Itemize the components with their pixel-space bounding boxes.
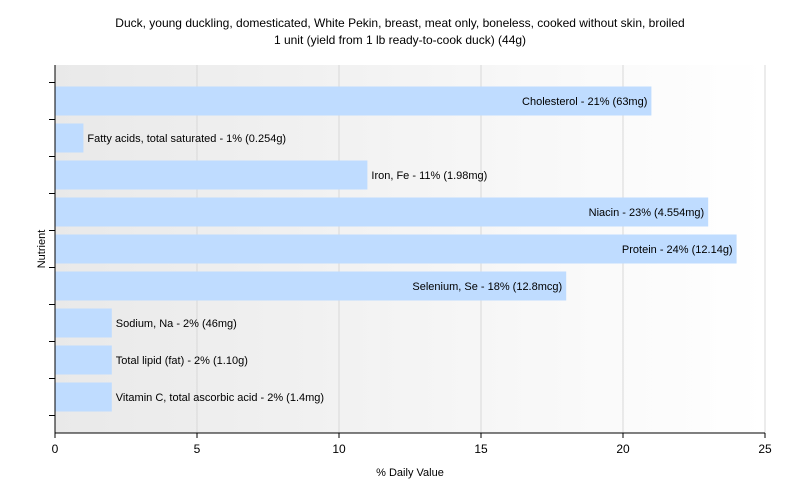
bar-label: Fatty acids, total saturated - 1% (0.254…: [87, 133, 286, 145]
x-tick-label: 0: [52, 442, 59, 456]
x-tick-label: 5: [194, 442, 201, 456]
bar-label: Total lipid (fat) - 2% (1.10g): [116, 355, 248, 367]
bar-label: Iron, Fe - 11% (1.98mg): [371, 170, 487, 182]
bar: [55, 86, 652, 116]
x-tick-label: 15: [474, 442, 488, 456]
y-axis-title: Nutrient: [36, 230, 48, 269]
bar: [55, 345, 112, 375]
bar-label: Selenium, Se - 18% (12.8mcg): [412, 281, 562, 293]
chart-title-line-2: 1 unit (yield from 1 lb ready-to-cook du…: [274, 33, 526, 47]
bar-label: Sodium, Na - 2% (46mg): [116, 318, 237, 330]
bar-label: Protein - 24% (12.14g): [622, 244, 733, 256]
x-tick-label: 20: [616, 442, 630, 456]
bar: [55, 382, 112, 412]
y-ticks: [49, 82, 55, 416]
x-tick-label: 25: [758, 442, 772, 456]
chart-title-line-1: Duck, young duckling, domesticated, Whit…: [115, 16, 684, 30]
bar: [55, 234, 737, 264]
bar-labels: Cholesterol - 21% (63mg) Fatty acids, tot…: [87, 96, 732, 404]
bar-label: Cholesterol - 21% (63mg): [522, 96, 647, 108]
bar: [55, 197, 709, 227]
bar: [55, 271, 567, 301]
bar-label: Niacin - 23% (4.554mg): [589, 207, 705, 219]
x-ticks: 0 5 10 15 20 25: [52, 433, 772, 456]
bar: [55, 160, 368, 190]
bars: [55, 86, 737, 412]
x-axis-title: % Daily Value: [376, 467, 444, 479]
x-tick-label: 10: [332, 442, 346, 456]
bar: [55, 308, 112, 338]
bar: [55, 123, 84, 153]
bar-label: Vitamin C, total ascorbic acid - 2% (1.4…: [116, 392, 324, 404]
